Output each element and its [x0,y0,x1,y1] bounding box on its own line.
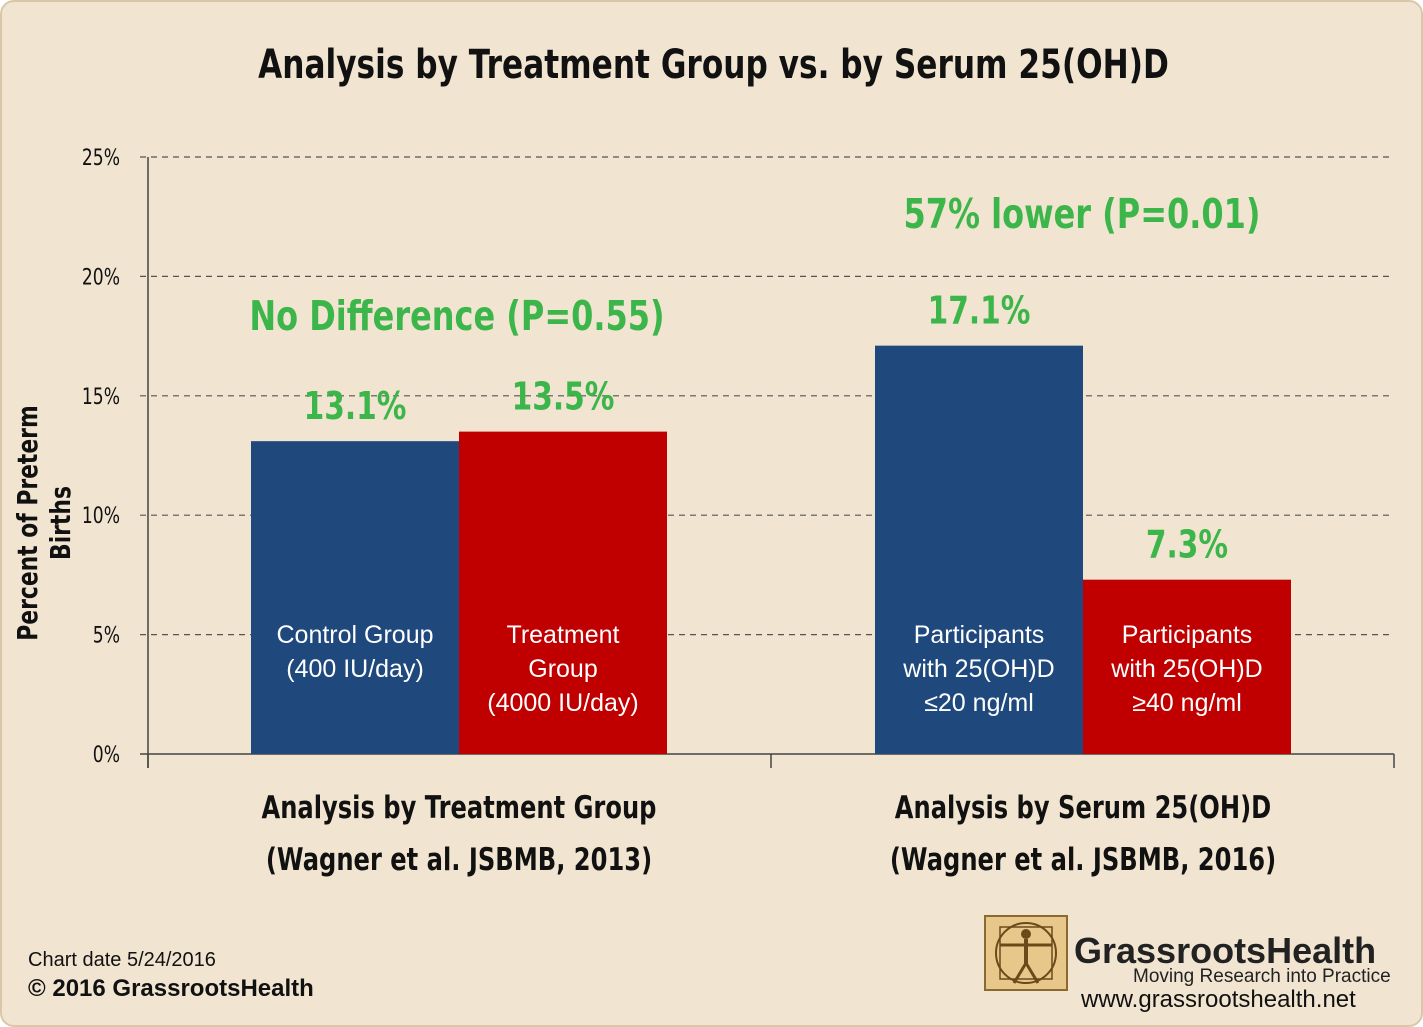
bar-value-label-0-0: 13.1% [304,385,407,430]
annotation-57-lower: 57% lower (P=0.01) [904,190,1261,238]
y-axis-label: Percent of Preterm Births [11,405,77,641]
chart-title: Analysis by Treatment Group vs. by Serum… [258,42,1169,88]
bar-0-0 [251,441,459,754]
y-tick-label-2: 10% [82,503,120,529]
bar-inside-label-1-1-2: ≥40 ng/ml [1132,689,1242,717]
bar-inside-label-1-0-0: Participants [914,621,1045,649]
bar-inside-label-1-0-2: ≤20 ng/ml [924,689,1034,717]
bar-0-1 [459,431,667,754]
group-label-treatment-line1: Analysis by Treatment Group [261,790,657,826]
logo-tagline: Moving Research into Practice [1133,966,1391,987]
group-label-serum-line2: (Wagner et al. JSBMB, 2016) [889,842,1277,878]
bar-inside-label-0-1-1: Group [528,655,597,683]
y-tick-label-5: 25% [82,145,120,171]
bar-value-label-1-0: 17.1% [928,289,1031,334]
group-label-treatment-line2: (Wagner et al. JSBMB, 2013) [265,842,653,878]
annotation-no-difference: No Difference (P=0.55) [249,292,664,340]
group-label-serum-line1: Analysis by Serum 25(OH)D [894,790,1272,826]
logo-url: www.grassrootshealth.net [1081,986,1356,1013]
bar-1-1 [1083,579,1291,754]
y-tick-label-3: 15% [82,384,120,410]
bar-inside-label-0-1-2: (4000 IU/day) [487,689,638,717]
bar-1-0 [875,345,1083,754]
bar-inside-label-0-1-0: Treatment [506,621,619,649]
bar-inside-label-1-1-1: with 25(OH)D [1110,655,1262,683]
bar-value-label-0-1: 13.5% [512,375,615,420]
copyright: © 2016 GrassrootsHealth [28,975,314,1002]
group-label-serum: Analysis by Serum 25(OH)D (Wagner et al.… [880,782,1286,886]
bar-value-label-1-1: 7.3% [1146,523,1228,568]
bar-inside-label-0-0-1: (400 IU/day) [286,655,424,683]
logo-name: GrassrootsHealth [1074,930,1377,971]
chart-date: Chart date 5/24/2016 [28,949,216,971]
y-tick-label-4: 20% [82,264,120,290]
bar-inside-label-1-1-0: Participants [1122,621,1253,649]
y-tick-label-1: 5% [93,623,120,649]
group-label-treatment: Analysis by Treatment Group (Wagner et a… [256,782,662,886]
y-tick-label-0: 0% [93,742,120,768]
bar-inside-label-0-0-0: Control Group [276,621,433,649]
vitruvian-man-logo-icon [984,915,1068,991]
bar-inside-label-1-0-1: with 25(OH)D [902,655,1054,683]
